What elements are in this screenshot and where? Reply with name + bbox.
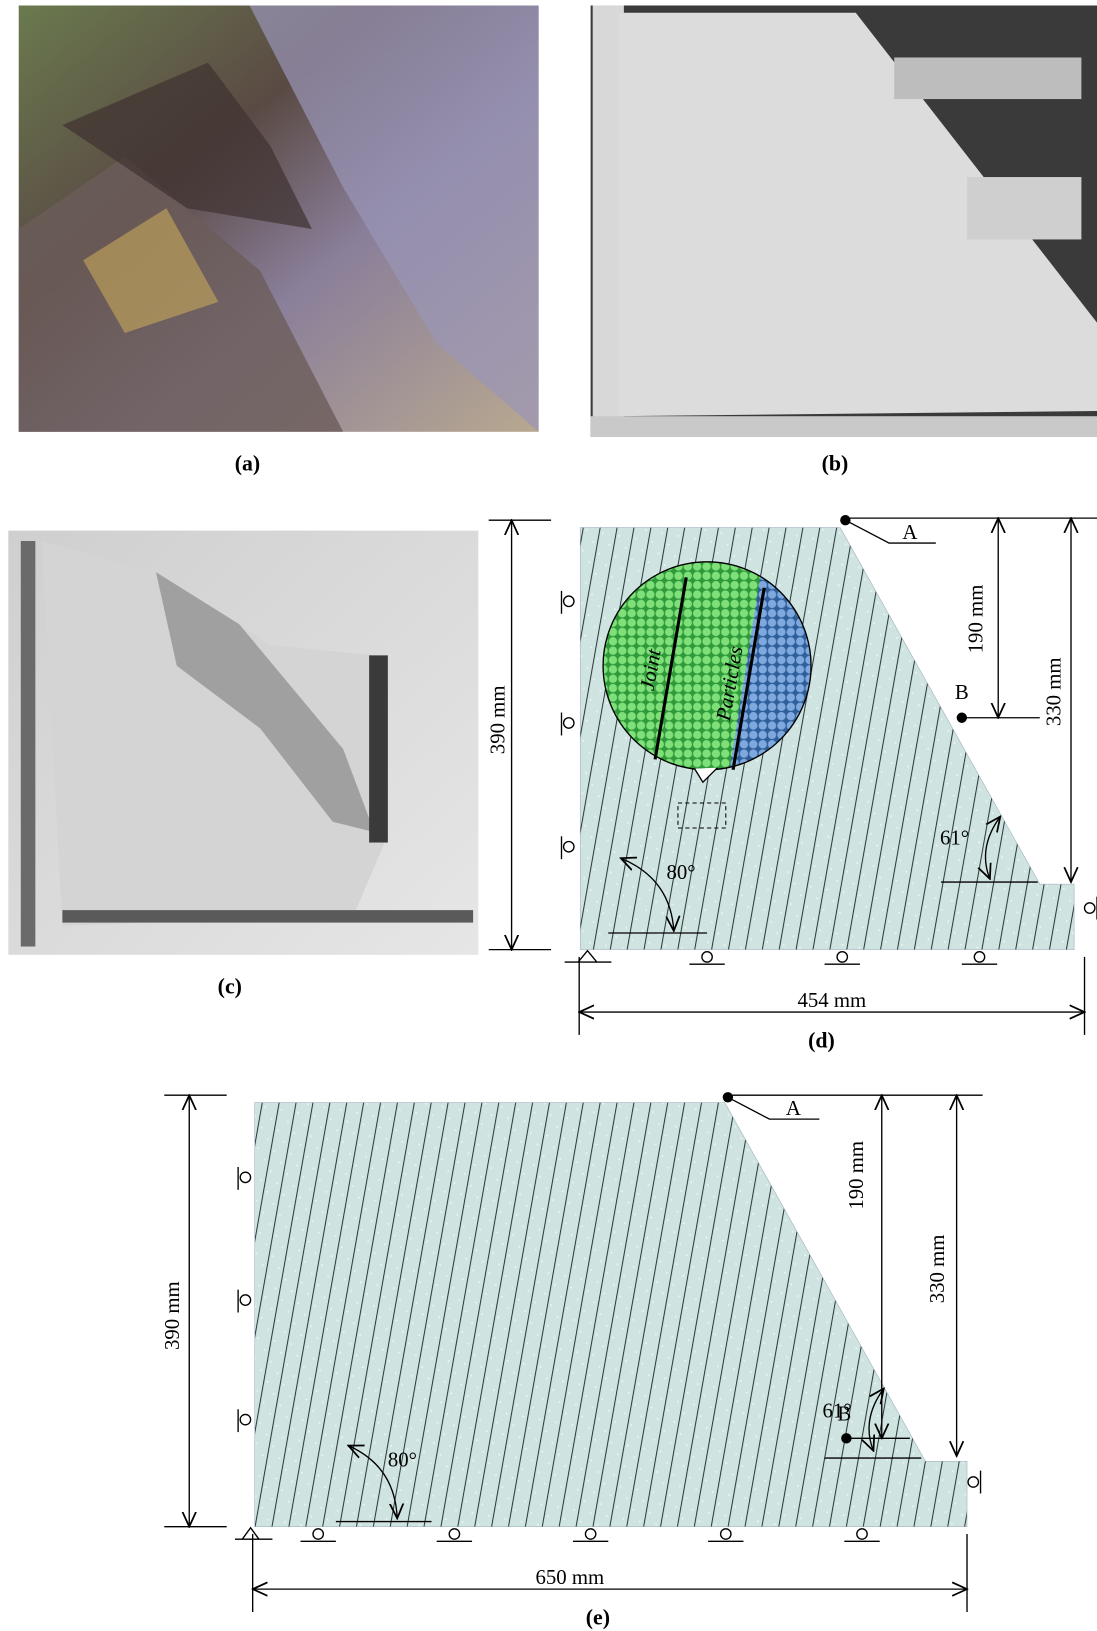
dimension-label: 190 mm <box>845 1141 868 1210</box>
photo-a <box>19 5 539 431</box>
point-label: A <box>786 1097 801 1120</box>
dimension-label: 190 mm <box>965 585 988 654</box>
figure: (a) (b) (c) 390 mm 190 mm 330 mm 454 mm … <box>0 0 1097 1631</box>
panel-label: (b) <box>822 451 849 475</box>
panel-label: (e) <box>586 1605 610 1629</box>
photo-b <box>591 5 1097 437</box>
angle-label: 80° <box>388 1448 417 1471</box>
point-label: B <box>955 681 969 704</box>
dimension-label: 390 mm <box>486 685 509 754</box>
dimension-label: 650 mm <box>535 1566 604 1589</box>
angle-label: 61° <box>823 1400 852 1423</box>
panel-label: (a) <box>235 451 260 475</box>
panel-label: (c) <box>218 974 242 998</box>
dimension-label: 390 mm <box>161 1281 184 1350</box>
dimension-label: 454 mm <box>797 989 866 1012</box>
dimension-label: 330 mm <box>1043 657 1066 726</box>
point-label: A <box>902 521 917 544</box>
dimension-label: 330 mm <box>926 1235 949 1304</box>
angle-label: 80° <box>667 861 696 884</box>
diagram-d <box>489 515 1097 1035</box>
panel-label: (d) <box>808 1028 835 1052</box>
page: (a) (b) (c) 390 mm 190 mm 330 mm 454 mm … <box>0 0 1097 1631</box>
angle-label: 61° <box>940 827 969 850</box>
photo-c <box>8 531 478 955</box>
